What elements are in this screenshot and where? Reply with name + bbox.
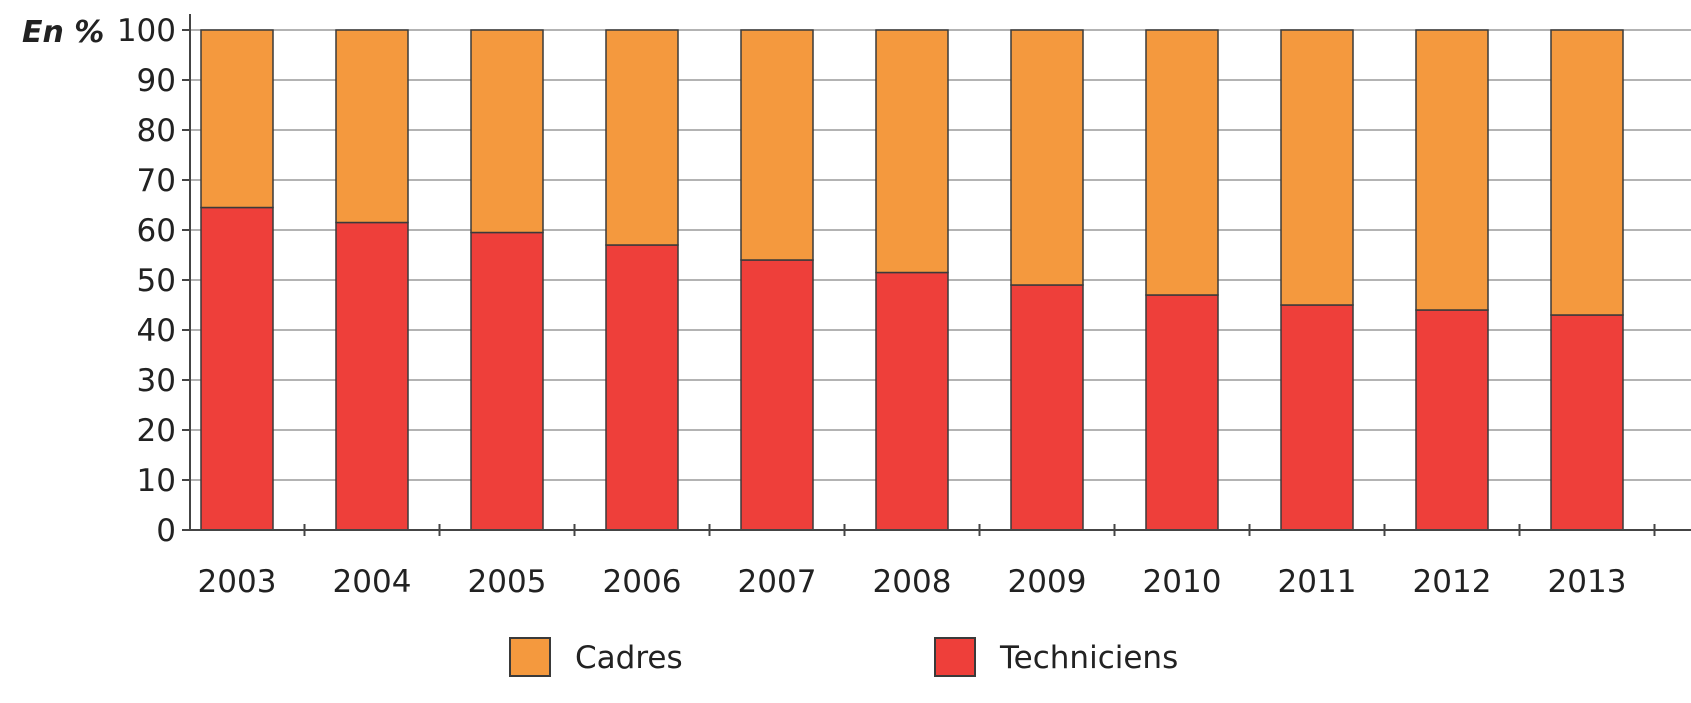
- y-tick-label-0: 0: [156, 513, 176, 549]
- bar-techniciens-2006: [605, 244, 679, 531]
- bar-cadres-2012: [1415, 29, 1489, 311]
- x-tick-label-2012: 2012: [1413, 564, 1492, 600]
- x-tick-label-2003: 2003: [198, 564, 277, 600]
- x-tick-label-2009: 2009: [1008, 564, 1087, 600]
- bar-techniciens-2011: [1280, 304, 1354, 531]
- bar-cadres-2003: [200, 29, 274, 209]
- bar-techniciens-2008: [875, 271, 949, 531]
- y-tick-label-20: 20: [137, 413, 176, 449]
- bar-techniciens-2007: [740, 259, 814, 531]
- bar-cadres-2011: [1280, 29, 1354, 306]
- bar-techniciens-2012: [1415, 309, 1489, 531]
- bar-cadres-2004: [335, 29, 409, 224]
- bar-cadres-2006: [605, 29, 679, 246]
- bar-cadres-2005: [470, 29, 544, 234]
- x-tick-label-2013: 2013: [1548, 564, 1627, 600]
- x-tick-label-2008: 2008: [873, 564, 952, 600]
- y-tick-label-60: 60: [137, 213, 176, 249]
- legend-swatch-cadres: [509, 637, 551, 677]
- y-tick-label-40: 40: [137, 313, 176, 349]
- x-tick-label-2010: 2010: [1143, 564, 1222, 600]
- x-tick-label-2004: 2004: [333, 564, 412, 600]
- legend: Cadres Techniciens: [509, 637, 1178, 677]
- bar-techniciens-2005: [470, 231, 544, 531]
- bar-cadres-2013: [1550, 29, 1624, 316]
- y-tick-label-30: 30: [137, 363, 176, 399]
- bar-cadres-2007: [740, 29, 814, 261]
- bar-techniciens-2013: [1550, 314, 1624, 531]
- bar-techniciens-2003: [200, 206, 274, 531]
- y-tick-label-10: 10: [137, 463, 176, 499]
- x-tick-label-2007: 2007: [738, 564, 817, 600]
- y-tick-label-50: 50: [137, 263, 176, 299]
- y-axis-unit-label: En %: [22, 15, 104, 50]
- y-tick-label-70: 70: [137, 163, 176, 199]
- bar-cadres-2009: [1010, 29, 1084, 286]
- x-tick-label-2006: 2006: [603, 564, 682, 600]
- y-tick-label-100: 100: [117, 13, 176, 49]
- bar-cadres-2010: [1145, 29, 1219, 296]
- bar-techniciens-2010: [1145, 294, 1219, 531]
- bar-cadres-2008: [875, 29, 949, 274]
- bar-techniciens-2009: [1010, 284, 1084, 531]
- x-tick-label-2011: 2011: [1278, 564, 1357, 600]
- legend-label-techniciens: Techniciens: [999, 640, 1178, 676]
- x-tick-labels: 2003 2004 2005 2006 2007 2008 2009 2010 2011 2012…: [198, 524, 1656, 600]
- y-tick-label-80: 80: [137, 113, 176, 149]
- bar-techniciens-2004: [335, 221, 409, 531]
- legend-label-cadres: Cadres: [575, 640, 683, 676]
- y-tick-labels: 0 10 20 30 40 50 60 70 80 90 100: [117, 13, 190, 549]
- legend-swatch-techniciens: [934, 637, 976, 677]
- y-tick-label-90: 90: [137, 63, 176, 99]
- x-tick-label-2005: 2005: [468, 564, 547, 600]
